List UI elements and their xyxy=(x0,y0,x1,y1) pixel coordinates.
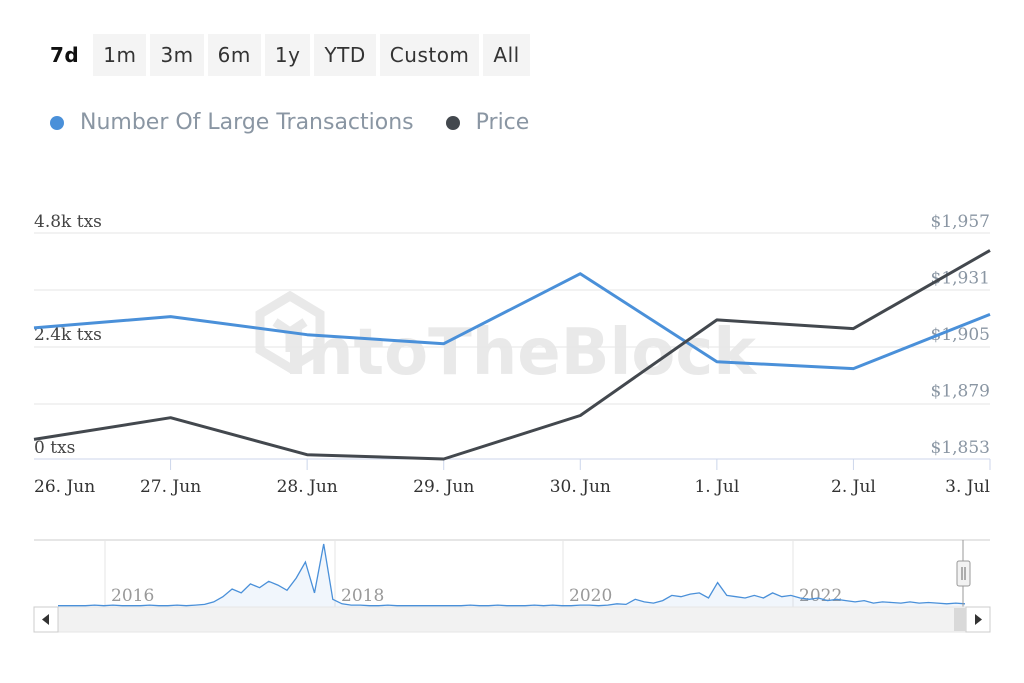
legend-label-large-transactions: Number Of Large Transactions xyxy=(80,110,414,135)
x-tick-label: 28. Jun xyxy=(277,477,338,497)
scroll-left-button[interactable] xyxy=(33,606,59,633)
x-tick-label: 26. Jun xyxy=(34,477,95,497)
series-line-price xyxy=(33,249,991,461)
navigator-line xyxy=(58,543,966,607)
arrow-right-icon xyxy=(975,614,982,625)
navigator: 2016 2018 2020 2022 xyxy=(34,539,990,607)
chart-legend: Number Of Large Transactions Price xyxy=(44,110,555,135)
range-button-custom[interactable]: Custom xyxy=(379,34,480,76)
x-tick-label: 29. Jun xyxy=(413,477,474,497)
legend-label-price: Price xyxy=(475,110,530,135)
range-button-1y[interactable]: 1y xyxy=(264,34,311,76)
navigator-area xyxy=(58,544,965,607)
arrow-left-icon xyxy=(42,614,49,625)
legend-marker-price xyxy=(445,115,460,130)
y-axis-right: $1,853 $1,879 $1,905 $1,931 $1,957 xyxy=(931,212,990,458)
x-tick-label: 30. Jun xyxy=(550,477,611,497)
legend-item-price[interactable]: Price xyxy=(440,110,530,135)
watermark: IntoTheBlock xyxy=(255,290,757,390)
legend-item-large-transactions[interactable]: Number Of Large Transactions xyxy=(44,110,414,135)
y-right-tick-label: $1,905 xyxy=(931,325,990,345)
navigator-handle-body xyxy=(956,560,971,587)
navigator-tick-label: 2018 xyxy=(341,586,384,606)
scroll-end-block xyxy=(954,608,966,631)
series-line-large-transactions xyxy=(33,272,991,371)
range-button-7d[interactable]: 7d xyxy=(50,43,80,67)
navigator-tick-label: 2022 xyxy=(799,586,842,606)
y-right-tick-label: $1,853 xyxy=(931,438,990,458)
x-tick-label: 27. Jun xyxy=(140,477,201,497)
range-button-6m[interactable]: 6m xyxy=(207,34,261,76)
legend-marker-large-transactions xyxy=(50,115,64,130)
x-tick-label: 1. Jul xyxy=(694,477,739,497)
scrollbar[interactable] xyxy=(33,606,991,633)
range-button-3m[interactable]: 3m xyxy=(150,34,204,76)
x-axis: 26. Jun 27. Jun 28. Jun 29. Jun 30. Jun 1. Ju… xyxy=(34,459,991,497)
x-tick-label: 2. Jul xyxy=(831,477,876,497)
range-button-1m[interactable]: 1m xyxy=(93,34,147,76)
grid xyxy=(34,232,990,460)
y-axis-left: 0 txs 2.4k txs 4.8k txs xyxy=(34,212,102,458)
range-button-all[interactable]: All xyxy=(483,34,530,76)
scrollbar-thumb[interactable] xyxy=(58,608,954,631)
y-right-tick-label: $1,931 xyxy=(931,269,990,289)
y-right-tick-label: $1,879 xyxy=(931,382,990,402)
navigator-handle[interactable] xyxy=(956,560,971,587)
series xyxy=(33,249,991,461)
y-left-tick-label: 2.4k txs xyxy=(34,325,102,345)
range-selector: 7d 1m 3m 6m 1y YTD Custom All xyxy=(40,34,530,76)
range-button-ytd[interactable]: YTD xyxy=(314,34,376,76)
watermark-text: IntoTheBlock xyxy=(284,316,757,390)
y-left-tick-label: 0 txs xyxy=(34,438,75,458)
x-tick-label: 3. Jul xyxy=(945,477,990,497)
scroll-right-button[interactable] xyxy=(965,606,991,633)
y-left-tick-label: 4.8k txs xyxy=(34,212,102,232)
y-right-tick-label: $1,957 xyxy=(931,212,990,232)
navigator-tick-label: 2016 xyxy=(111,586,154,606)
navigator-tick-label: 2020 xyxy=(569,586,612,606)
